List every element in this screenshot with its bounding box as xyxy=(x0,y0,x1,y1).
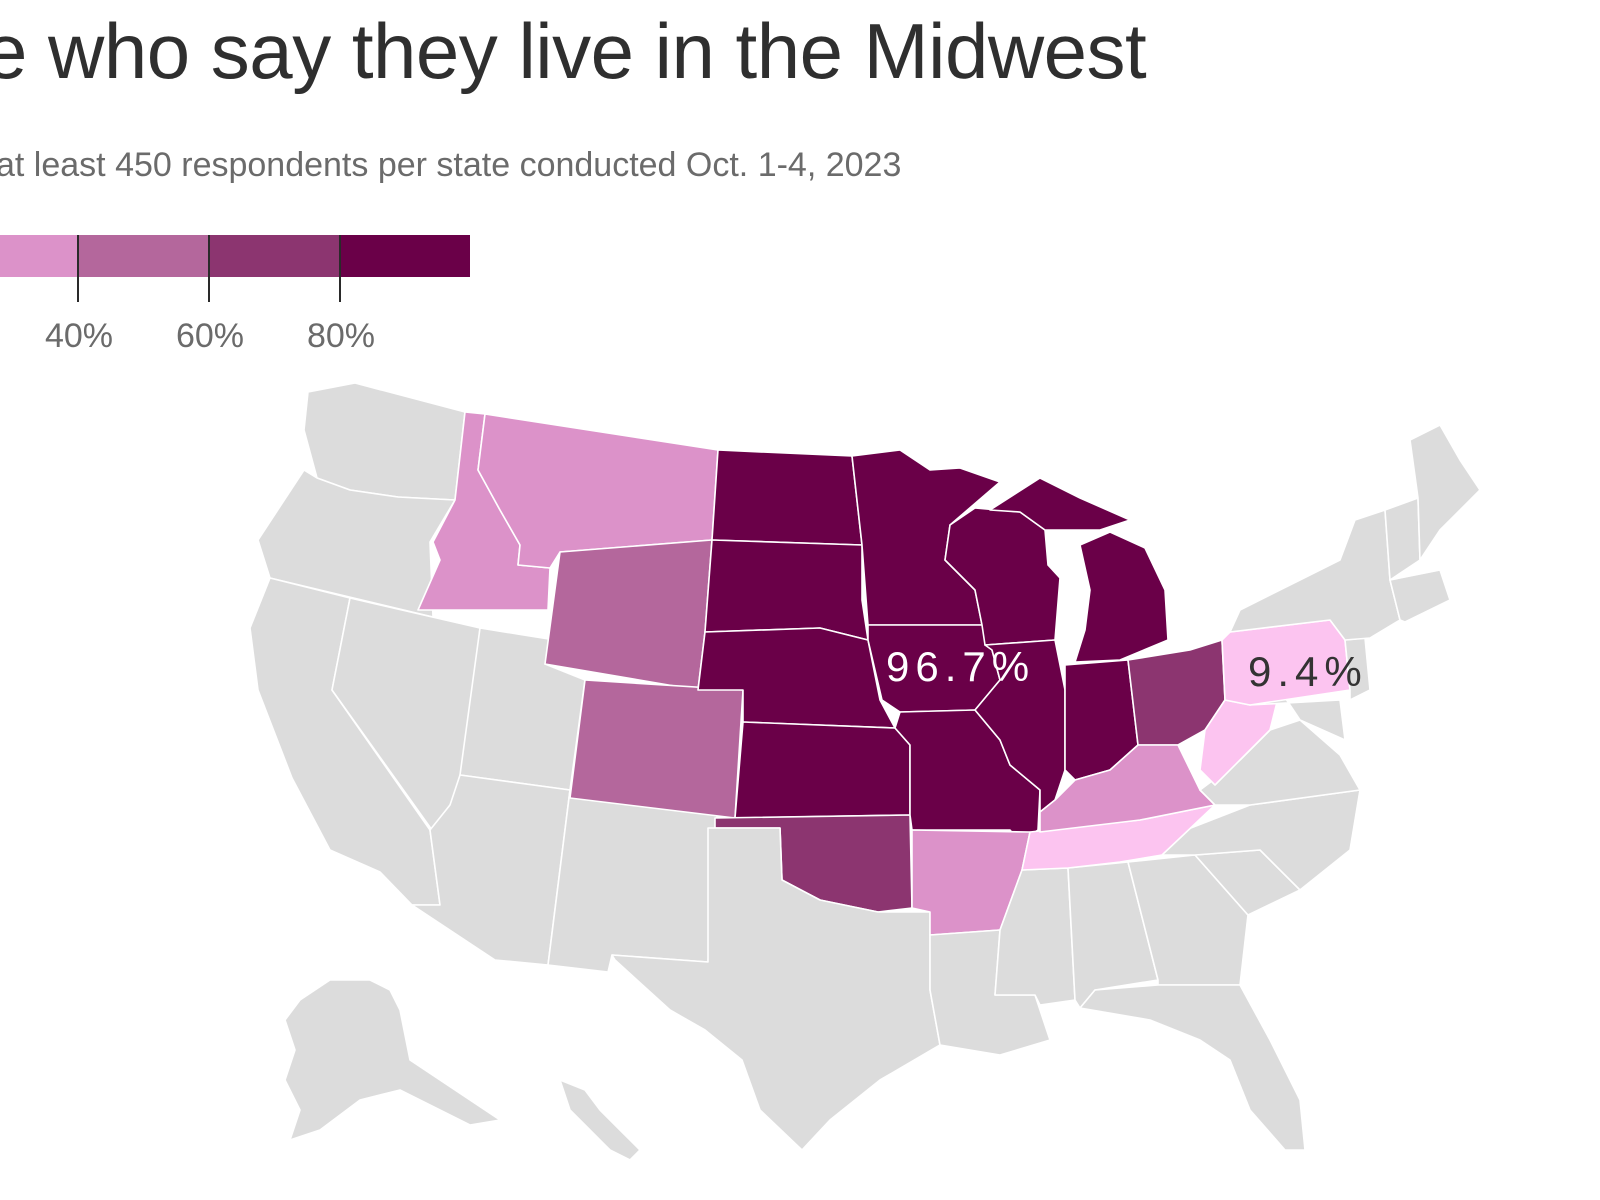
state-new-york xyxy=(1229,509,1401,641)
legend-swatch-1 xyxy=(0,235,78,277)
state-colorado xyxy=(569,679,744,819)
legend-tick-80 xyxy=(339,235,341,302)
legend-swatch-3 xyxy=(209,235,340,277)
state-oregon xyxy=(257,469,456,618)
map-label-pennsylvania: 9.4% xyxy=(1248,648,1368,695)
state-kansas xyxy=(734,721,911,819)
state-wyoming xyxy=(544,539,713,691)
legend-tick-60 xyxy=(208,235,210,302)
state-south-dakota xyxy=(704,539,869,641)
legend-tick-label-60: 60% xyxy=(175,317,245,355)
state-michigan xyxy=(1074,531,1169,663)
legend-tick-label-40: 40% xyxy=(44,317,114,355)
state-florida xyxy=(1079,984,1306,1151)
state-texas xyxy=(611,827,941,1151)
state-alaska xyxy=(284,979,501,1141)
state-vermont-nh xyxy=(1384,497,1421,581)
state-michigan-up xyxy=(989,477,1131,531)
state-new-mexico xyxy=(547,789,719,973)
state-new-england-south xyxy=(1389,569,1451,623)
legend-tick-label-80: 80% xyxy=(306,317,376,355)
state-hawaii xyxy=(559,1079,641,1161)
legend-tick-40 xyxy=(77,235,79,302)
state-north-dakota xyxy=(711,449,863,546)
map-label-iowa: 96.7% xyxy=(886,643,1036,690)
legend-swatch-2 xyxy=(78,235,209,277)
legend-swatch-4 xyxy=(340,235,470,277)
state-maine xyxy=(1409,424,1481,561)
chart-subtitle: at least 450 respondents per state condu… xyxy=(0,146,902,184)
color-legend: 40% 60% 80% xyxy=(0,235,490,355)
chart-title: e who say they live in the Midwest xyxy=(0,7,1147,95)
